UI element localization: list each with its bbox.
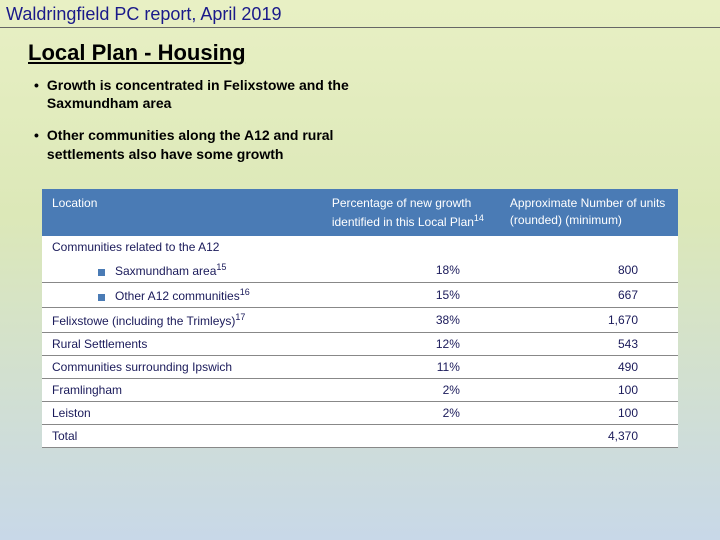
cell-percentage <box>322 236 500 258</box>
cell-percentage: 2% <box>322 379 500 402</box>
square-bullet-icon <box>98 294 105 301</box>
cell-percentage <box>322 425 500 448</box>
cell-location: Leiston <box>42 402 322 425</box>
table-row: Communities surrounding Ipswich11%490 <box>42 356 678 379</box>
cell-percentage: 12% <box>322 333 500 356</box>
cell-location: Felixstowe (including the Trimleys)17 <box>42 308 322 333</box>
cell-units: 4,370 <box>500 425 678 448</box>
table-row: Communities related to the A12 <box>42 236 678 258</box>
cell-percentage: 15% <box>322 283 500 308</box>
bullet-item: • Growth is concentrated in Felixstowe a… <box>34 76 414 112</box>
col-percentage: Percentage of new growth identified in t… <box>322 189 500 237</box>
housing-table: Location Percentage of new growth identi… <box>42 189 678 449</box>
table-row: Saxmundham area1518%800 <box>42 258 678 283</box>
cell-units: 543 <box>500 333 678 356</box>
cell-location: Other A12 communities16 <box>42 283 322 308</box>
table-header-row: Location Percentage of new growth identi… <box>42 189 678 237</box>
bullet-text: Growth is concentrated in Felixstowe and… <box>47 76 414 112</box>
cell-units: 100 <box>500 379 678 402</box>
cell-units: 667 <box>500 283 678 308</box>
cell-units: 490 <box>500 356 678 379</box>
cell-location: Communities related to the A12 <box>42 236 322 258</box>
bullet-item: • Other communities along the A12 and ru… <box>34 126 414 162</box>
table-row: Other A12 communities1615%667 <box>42 283 678 308</box>
table-row: Leiston2%100 <box>42 402 678 425</box>
bullet-dot-icon: • <box>34 76 39 112</box>
cell-percentage: 11% <box>322 356 500 379</box>
cell-percentage: 38% <box>322 308 500 333</box>
cell-location: Total <box>42 425 322 448</box>
table-row: Felixstowe (including the Trimleys)1738%… <box>42 308 678 333</box>
cell-location: Saxmundham area15 <box>42 258 322 283</box>
page-header: Waldringfield PC report, April 2019 <box>0 0 720 28</box>
cell-percentage: 2% <box>322 402 500 425</box>
cell-percentage: 18% <box>322 258 500 283</box>
col-units: Approximate Number of units (rounded) (m… <box>500 189 678 237</box>
table-row: Framlingham2%100 <box>42 379 678 402</box>
bullet-list: • Growth is concentrated in Felixstowe a… <box>34 76 414 163</box>
cell-units: 800 <box>500 258 678 283</box>
square-bullet-icon <box>98 269 105 276</box>
slide-title: Local Plan - Housing <box>28 40 720 66</box>
cell-location: Communities surrounding Ipswich <box>42 356 322 379</box>
cell-units: 100 <box>500 402 678 425</box>
col-location: Location <box>42 189 322 237</box>
bullet-dot-icon: • <box>34 126 39 162</box>
cell-location: Rural Settlements <box>42 333 322 356</box>
bullet-text: Other communities along the A12 and rura… <box>47 126 414 162</box>
cell-location: Framlingham <box>42 379 322 402</box>
cell-units: 1,670 <box>500 308 678 333</box>
table-row: Rural Settlements12%543 <box>42 333 678 356</box>
table-row: Total 4,370 <box>42 425 678 448</box>
cell-units <box>500 236 678 258</box>
housing-table-container: Location Percentage of new growth identi… <box>42 189 678 449</box>
